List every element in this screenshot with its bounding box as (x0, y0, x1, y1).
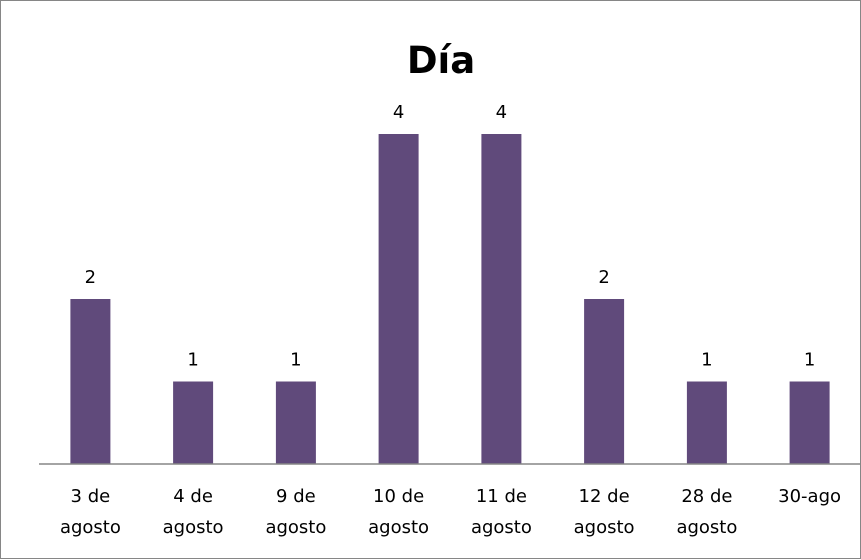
bar-3 (275, 381, 316, 464)
tick-label-4: 10 de agosto (368, 486, 429, 538)
tick-label-line: 4 de (173, 486, 213, 507)
chart-title: Día (407, 39, 475, 82)
bars-group (70, 134, 830, 464)
bar-6 (584, 299, 625, 464)
tick-label-line: 28 de (681, 486, 732, 507)
tick-label-6: 12 de agosto (574, 486, 635, 538)
tick-label-line: agosto (60, 517, 121, 538)
tick-label-line: agosto (265, 517, 326, 538)
tick-label-line: 30-ago (778, 486, 841, 507)
tick-labels-group: 3 de agosto 4 de agosto 9 de agosto 10 de agost… (60, 486, 841, 538)
bar-2 (173, 381, 214, 464)
tick-label-3: 9 de agosto (265, 486, 326, 538)
data-label-2: 1 (187, 350, 198, 371)
tick-label-line: agosto (163, 517, 224, 538)
tick-label-line: agosto (368, 517, 429, 538)
tick-label-line: 9 de (276, 486, 316, 507)
tick-label-line: agosto (471, 517, 532, 538)
data-label-8: 1 (804, 350, 815, 371)
tick-label-8: 30-ago (778, 486, 841, 507)
bar-4 (378, 134, 419, 464)
tick-label-line: 11 de (476, 486, 527, 507)
data-label-3: 1 (290, 350, 301, 371)
tick-label-line: 10 de (373, 486, 424, 507)
data-label-5: 4 (496, 102, 507, 123)
bar-8 (789, 381, 830, 464)
tick-label-line: 12 de (579, 486, 630, 507)
tick-label-1: 3 de agosto (60, 486, 121, 538)
tick-label-line: agosto (676, 517, 737, 538)
data-label-1: 2 (85, 267, 96, 288)
data-labels-group: 2 1 1 4 4 2 1 1 (85, 102, 816, 371)
tick-label-line: agosto (574, 517, 635, 538)
bar-1 (70, 299, 111, 464)
data-label-6: 2 (598, 267, 609, 288)
data-label-7: 1 (701, 350, 712, 371)
bar-5 (481, 134, 522, 464)
tick-label-5: 11 de agosto (471, 486, 532, 538)
tick-label-line: 3 de (71, 486, 111, 507)
tick-label-7: 28 de agosto (676, 486, 737, 538)
data-label-4: 4 (393, 102, 404, 123)
bar-7 (686, 381, 727, 464)
tick-label-2: 4 de agosto (163, 486, 224, 538)
